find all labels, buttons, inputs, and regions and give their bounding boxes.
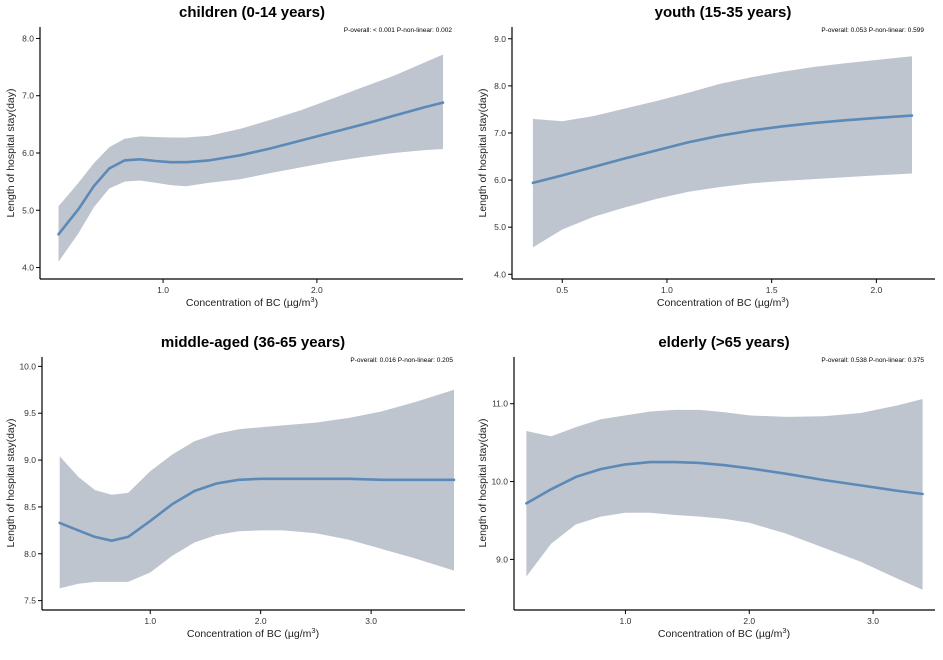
x-tick-label: 1.0 — [620, 616, 632, 626]
x-axis-label: Concentration of BC (µg/m3) — [186, 295, 318, 309]
x-axis-label-close: ) — [316, 628, 320, 640]
y-axis-label: Length of hospital stay(day) — [5, 89, 17, 218]
y-tick-label: 10.0 — [491, 477, 508, 487]
y-tick-label: 4.0 — [494, 269, 506, 279]
y-tick-label: 6.0 — [22, 148, 34, 158]
x-axis-label-main: Concentration of BC (µg/m — [186, 297, 311, 309]
x-axis-label: Concentration of BC (µg/m3) — [658, 626, 790, 640]
fitted-line — [58, 477, 456, 543]
y-axis-label: Length of hospital stay(day) — [477, 419, 489, 548]
panel-title: middle-aged (36-65 years) — [161, 334, 345, 351]
y-tick-label: 7.0 — [22, 91, 34, 101]
x-tick-label: 0.5 — [556, 285, 568, 295]
y-tick-label: 8.5 — [24, 502, 36, 512]
x-axis-label-main: Concentration of BC (µg/m — [657, 297, 782, 309]
x-ticks: 0.5 1.0 1.5 2.0 — [556, 279, 883, 295]
panel-title: youth (15-35 years) — [655, 4, 792, 21]
x-tick-label: 2.0 — [255, 616, 267, 626]
x-axis-label-sup: 3 — [781, 295, 785, 304]
plot-area-children — [57, 54, 445, 262]
panel-youth: youth (15-35 years) P-overall: 0.053 P-n… — [477, 4, 935, 309]
plot-area-elderly — [525, 399, 924, 590]
y-tick-label: 9.0 — [24, 455, 36, 465]
confidence-band — [59, 389, 454, 589]
y-tick-label: 9.5 — [24, 408, 36, 418]
y-tick-label: 5.0 — [22, 205, 34, 215]
x-tick-label: 1.0 — [661, 285, 673, 295]
y-tick-label: 7.0 — [494, 128, 506, 138]
x-axis-label: Concentration of BC (µg/m3) — [657, 295, 789, 309]
y-ticks: 4.0 5.0 6.0 7.0 8.0 — [22, 33, 40, 273]
x-ticks: 1.0 2.0 3.0 — [144, 610, 377, 626]
y-tick-label: 8.0 — [22, 33, 34, 43]
panel-elderly: elderly (>65 years) P-overall: 0.538 P-n… — [477, 334, 935, 640]
x-axis-label-close: ) — [315, 297, 319, 309]
x-ticks: 1.0 2.0 3.0 — [620, 610, 879, 626]
x-axis-label-sup: 3 — [311, 626, 315, 635]
panel-children: children (0-14 years) P-overall: < 0.001… — [5, 4, 463, 309]
plot-area-youth — [531, 56, 914, 248]
y-ticks: 9.0 10.0 11.0 — [491, 399, 514, 564]
x-axis-label-sup: 3 — [782, 626, 786, 635]
y-tick-label: 5.0 — [494, 222, 506, 232]
confidence-band — [526, 399, 923, 590]
x-axis-label-sup: 3 — [310, 295, 314, 304]
x-axis-label-main: Concentration of BC (µg/m — [187, 628, 312, 640]
y-tick-label: 9.0 — [496, 554, 508, 564]
fitted-line — [531, 114, 914, 185]
y-ticks: 4.0 5.0 6.0 7.0 8.0 9.0 — [494, 34, 512, 279]
x-tick-label: 3.0 — [867, 616, 879, 626]
y-axis-label: Length of hospital stay(day) — [477, 89, 489, 218]
confidence-band — [58, 54, 443, 262]
y-axis-label: Length of hospital stay(day) — [5, 419, 17, 548]
y-tick-label: 9.0 — [494, 34, 506, 44]
p-value-annotation: P-overall: 0.538 P-non-linear: 0.375 — [821, 357, 924, 364]
x-axis-label-main: Concentration of BC (µg/m — [658, 628, 783, 640]
y-ticks: 7.5 8.0 8.5 9.0 9.5 10.0 — [19, 361, 42, 606]
fitted-line — [525, 460, 924, 505]
p-value-annotation: P-overall: 0.053 P-non-linear: 0.599 — [821, 27, 924, 34]
x-axis-label-close: ) — [787, 628, 791, 640]
p-value-annotation: P-overall: < 0.001 P-non-linear: 0.002 — [344, 27, 453, 34]
fitted-line — [57, 101, 445, 236]
y-tick-label: 8.0 — [494, 81, 506, 91]
y-tick-label: 7.5 — [24, 596, 36, 606]
y-tick-label: 10.0 — [19, 361, 36, 371]
panel-middle-aged: middle-aged (36-65 years) P-overall: 0.0… — [5, 334, 465, 640]
x-tick-label: 2.0 — [870, 285, 882, 295]
p-value-annotation: P-overall: 0.016 P-non-linear: 0.205 — [350, 357, 453, 364]
y-tick-label: 11.0 — [492, 399, 508, 409]
x-tick-label: 1.0 — [157, 285, 169, 295]
x-tick-label: 3.0 — [365, 616, 377, 626]
plot-area-middle-aged — [58, 389, 456, 589]
x-tick-label: 2.0 — [743, 616, 755, 626]
x-tick-label: 1.5 — [766, 285, 778, 295]
y-tick-label: 8.0 — [24, 549, 36, 559]
panel-title: children (0-14 years) — [179, 4, 325, 21]
x-ticks: 1.0 2.0 — [157, 279, 323, 295]
x-axis-label: Concentration of BC (µg/m3) — [187, 626, 319, 640]
confidence-band — [532, 56, 912, 248]
y-tick-label: 4.0 — [22, 263, 34, 273]
y-tick-label: 6.0 — [494, 175, 506, 185]
panel-title: elderly (>65 years) — [658, 334, 789, 351]
x-tick-label: 1.0 — [144, 616, 156, 626]
x-axis-label-close: ) — [786, 297, 790, 309]
x-tick-label: 2.0 — [311, 285, 323, 295]
